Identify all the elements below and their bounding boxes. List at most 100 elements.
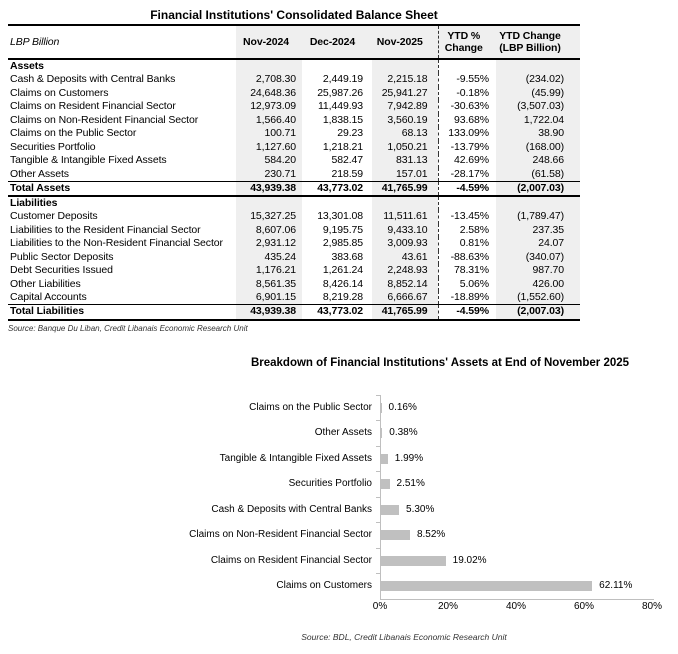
bar-track: 0.16%	[376, 394, 653, 420]
cell-value: -4.59%	[437, 181, 496, 196]
row-label: Other Assets	[10, 167, 69, 180]
column-header-nov-2025: Nov-2025	[372, 25, 438, 59]
cell-value: 43,939.38	[236, 304, 302, 320]
cell-value: 3,560.19	[372, 113, 438, 127]
cell-value: 7,942.89	[372, 100, 438, 114]
bar-track: 1.99%	[376, 445, 653, 471]
cell-value: 25,987.26	[317, 86, 363, 99]
value-label: 0.16%	[388, 401, 417, 413]
cell-value	[437, 59, 496, 73]
table-source-note: Source: Banque Du Liban, Credit Libanais…	[8, 323, 248, 333]
row-label: Total Assets	[10, 181, 71, 194]
cell-value: (234.02)	[496, 73, 580, 87]
table-row: Tangible & Intangible Fixed Assets 584.20…	[8, 154, 580, 168]
value-label: 0.38%	[389, 427, 418, 438]
table-row: Securities Portfolio 1,127.60 1,218.21 1,05…	[8, 140, 580, 154]
category-label: Securities Portfolio	[288, 478, 372, 489]
cell-value: -30.63%	[437, 100, 496, 114]
cell-value: (3,507.03)	[496, 100, 580, 114]
table-header-row: LBP Billion Nov-2024 Dec-2024 Nov-2025 Y…	[8, 25, 580, 59]
cell-value: 43,939.38	[236, 181, 302, 196]
cell-value: 41,765.99	[372, 304, 438, 320]
cell-value: (1,552.60)	[496, 291, 580, 305]
table-row: Public Sector Deposits 435.24 383.68 43.61-…	[8, 250, 580, 264]
cell-value: 11,449.93	[317, 100, 363, 113]
chart-title: Breakdown of Financial Institutions' Ass…	[250, 356, 630, 369]
bar	[381, 428, 383, 438]
cell-value: 8,852.14	[372, 277, 438, 291]
cell-value: 2,449.19	[322, 73, 363, 86]
x-tick-label: 40%	[505, 600, 527, 612]
row-label: Total Liabilities	[10, 305, 84, 318]
table-title: Financial Institutions' Consolidated Bal…	[150, 8, 438, 22]
x-tick-label: 60%	[573, 600, 595, 612]
cell-value: 2,248.93	[372, 264, 438, 278]
category-label: Cash & Deposits with Central Banks	[211, 503, 372, 515]
cell-value	[372, 59, 438, 73]
bar-row: Claims on Non-Resident Financial Sector 8…	[0, 522, 678, 548]
row-label: Customer Deposits	[10, 210, 98, 223]
bar-track: 5.30%	[376, 496, 653, 522]
value-label: 8.52%	[416, 529, 446, 540]
cell-value: 230.71	[236, 167, 302, 181]
bar	[381, 479, 390, 489]
row-label: Claims on Non-Resident Financial Sector	[10, 113, 199, 126]
x-tick-label: 80%	[641, 600, 663, 612]
bar-row: Claims on Resident Financial Sector 19.02…	[0, 547, 678, 573]
x-tick-label: 20%	[437, 600, 459, 612]
bar	[381, 453, 388, 464]
cell-value: 1,050.21	[372, 140, 438, 154]
row-label: Securities Portfolio	[10, 140, 96, 153]
table-row: Cash & Deposits with Central Banks 2,708.…	[8, 73, 580, 87]
column-header-nov-2024: Nov-2024	[236, 25, 302, 59]
bar-track: 2.51%	[376, 471, 653, 497]
bar	[381, 581, 593, 591]
cell-value: 831.13	[372, 154, 438, 168]
cell-value	[496, 59, 580, 73]
row-label: Other Liabilities	[10, 277, 81, 290]
cell-value: 2,985.85	[322, 237, 363, 250]
cell-value: -4.59%	[437, 304, 496, 320]
cell-value: 29.23	[337, 127, 363, 140]
cell-value: 43,773.02	[317, 181, 363, 194]
cell-value: 9,433.10	[372, 223, 438, 237]
table-row: Other Assets 230.71 218.59 157.01 -28.17% (61…	[8, 167, 580, 181]
balance-sheet-body: Assets Cash & Deposits with Central Banks…	[8, 59, 580, 320]
bar-row: Other Assets 0.38%	[0, 420, 678, 446]
bar	[381, 504, 400, 515]
cell-value: 8,426.14	[322, 277, 363, 290]
table-row: Other Liabilities 8,561.35 8,426.14 8,852.1…	[8, 277, 580, 291]
cell-value: 2,215.18	[372, 73, 438, 87]
value-label: 5.30%	[406, 503, 435, 515]
bar	[381, 402, 382, 413]
bar-chart-plot: Claims on the Public Sector 0.16% Other As…	[0, 394, 678, 599]
section-header-row: Assets	[8, 59, 580, 73]
x-axis-line	[380, 598, 654, 600]
cell-value: (1,789.47)	[496, 210, 580, 224]
cell-value: (61.58)	[496, 167, 580, 181]
cell-value: 38.90	[496, 127, 580, 141]
row-label: Liabilities to the Resident Financial Se…	[10, 223, 201, 236]
cell-value: 1,566.40	[236, 113, 302, 127]
cell-value: 9,195.75	[322, 223, 363, 236]
cell-value: 43,773.02	[317, 305, 363, 318]
cell-value: 11,511.61	[372, 210, 438, 224]
table-row: Customer Deposits 15,327.25 13,301.08 11,51…	[8, 210, 580, 224]
cell-value: -0.18%	[437, 86, 496, 100]
table-row: Claims on Customers 24,648.36 25,987.26 25,…	[8, 86, 580, 100]
cell-value: 584.20	[236, 154, 302, 168]
row-label: Public Sector Deposits	[10, 250, 114, 263]
x-tick-label: 0%	[372, 600, 388, 612]
bar-track: 8.52%	[376, 522, 653, 548]
bar-track: 62.11%	[376, 573, 653, 599]
row-label: Claims on the Public Sector	[10, 127, 137, 140]
cell-value: -88.63%	[437, 250, 496, 264]
cell-value: 1,127.60	[236, 140, 302, 154]
cell-value: 133.09%	[437, 127, 496, 141]
cell-value: 25,941.27	[372, 86, 438, 100]
cell-value: (340.07)	[496, 250, 580, 264]
cell-value: 987.70	[496, 264, 580, 278]
bar-row: Cash & Deposits with Central Banks 5.30%	[0, 496, 678, 522]
cell-value	[302, 196, 372, 210]
row-label: Cash & Deposits with Central Banks	[10, 73, 176, 86]
